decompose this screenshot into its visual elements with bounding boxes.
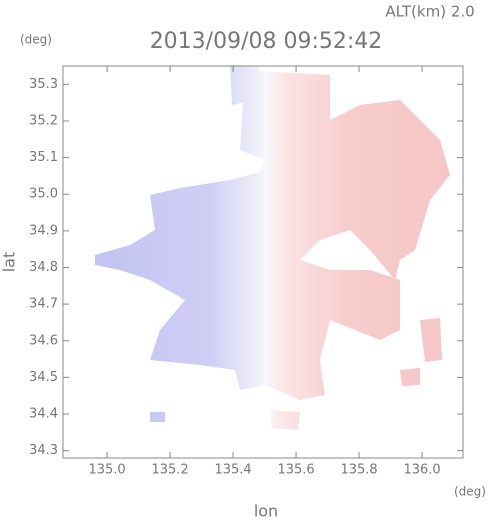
x-tick-label: 135.0 [88, 463, 125, 478]
y-tick-label: 34.3 [29, 443, 58, 458]
x-tick-label: 135.4 [214, 463, 251, 478]
y-axis-label: lat [0, 252, 19, 273]
echo-field [95, 65, 450, 430]
y-tick-label: 34.8 [29, 260, 58, 275]
x-unit: (deg) [454, 485, 486, 499]
y-unit: (deg) [20, 33, 52, 47]
y-tick-label: 35.2 [29, 113, 58, 128]
y-tick-label: 34.7 [29, 297, 58, 312]
y-tick-label: 35.0 [29, 187, 58, 202]
x-tick-label: 135.6 [277, 463, 314, 478]
x-tick-label: 136.0 [403, 463, 440, 478]
y-tick-label: 35.3 [29, 77, 58, 92]
y-tick-label: 34.4 [29, 407, 58, 422]
y-tick-label: 34.6 [29, 333, 58, 348]
x-tick-label: 135.8 [340, 463, 377, 478]
y-tick-label: 34.5 [29, 370, 58, 385]
y-tick-label: 34.9 [29, 223, 58, 238]
annotation: ALT(km) 2.0 [385, 3, 474, 21]
plot-frame [62, 65, 464, 459]
chart-title: 2013/09/08 09:52:42 [150, 29, 383, 54]
y-tick-label: 35.1 [29, 150, 58, 165]
x-tick-label: 135.2 [151, 463, 188, 478]
x-axis-label: lon [254, 502, 278, 521]
